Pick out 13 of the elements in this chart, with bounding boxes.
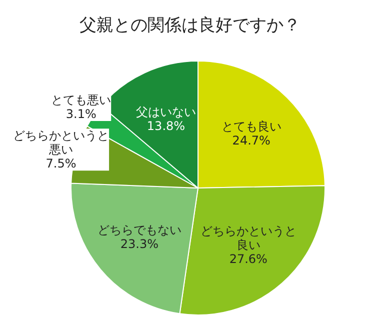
- slice-label: どちらでもない: [97, 222, 182, 237]
- slice-label: とても良い: [221, 120, 282, 134]
- slice-label: どちらかというと良い: [200, 224, 296, 252]
- slice-label: とても悪い: [51, 92, 112, 107]
- data-label: 7.5%: [46, 156, 76, 171]
- data-label: 3.1%: [66, 106, 96, 121]
- chart-title: 父親との関係は良好ですか？: [80, 16, 300, 36]
- slice-label: 父はいない: [136, 104, 196, 119]
- data-label: 27.6%: [229, 252, 268, 266]
- slice-label: どちらかというと悪い: [13, 128, 110, 157]
- data-label: 13.8%: [146, 118, 186, 133]
- data-label: 23.3%: [120, 236, 158, 251]
- data-label: 24.7%: [232, 134, 270, 148]
